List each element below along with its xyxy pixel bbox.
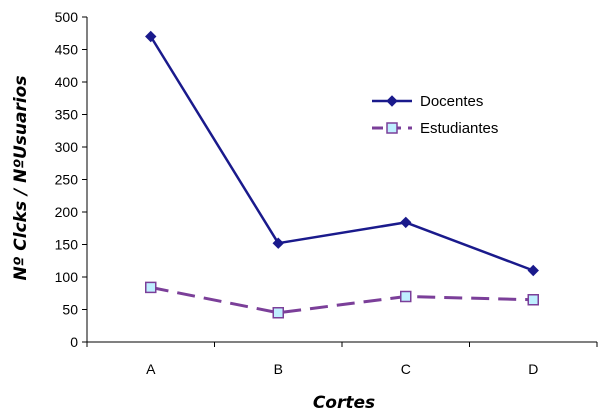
y-tick-label: 300 [55,139,79,155]
series-lines [145,30,539,319]
y-tick-label: 500 [55,9,79,25]
legend-label: Estudiantes [420,120,498,137]
y-tick-label: 250 [55,172,79,188]
legend: Docentes Estudiantes [372,93,498,137]
x-tick-label: B [274,361,283,377]
y-tick-label: 100 [55,269,79,285]
y-tick-label: 200 [55,204,79,220]
y-tick-label: 450 [55,42,79,58]
series-estudiantes [145,281,539,319]
series-line [149,35,534,272]
data-point-diamond [386,95,398,107]
data-point-diamond [527,264,539,277]
y-axis-tick-labels: 0 50 100 150 200 250 300 350 400 450 500 [55,9,79,350]
x-axis-title: Cortes [313,393,375,413]
x-tick-label: C [401,361,411,377]
x-tick-label: D [528,361,538,377]
legend-item-docentes: Docentes [372,93,483,110]
data-point-diamond [400,216,412,229]
x-tick-label: A [146,361,156,377]
data-point-square [400,290,412,303]
legend-label: Docentes [420,93,483,110]
legend-item-estudiantes: Estudiantes [372,120,498,137]
y-tick-label: 400 [55,74,79,90]
series-docentes [145,30,539,277]
data-point-square [145,281,157,294]
y-tick-label: 50 [62,302,78,318]
series-line [150,285,534,315]
x-axis-tick-labels: A B C D [146,361,538,377]
data-point-square [527,294,539,306]
axes [82,16,598,347]
data-point-diamond [145,30,157,43]
y-tick-label: 150 [55,237,79,253]
y-axis-title: Nº Clcks / NºUsuarios [11,76,31,281]
y-tick-label: 0 [70,334,78,350]
data-point-square [386,122,398,134]
data-point-square [272,307,284,319]
data-point-diamond [272,237,284,249]
y-tick-label: 350 [55,107,79,123]
